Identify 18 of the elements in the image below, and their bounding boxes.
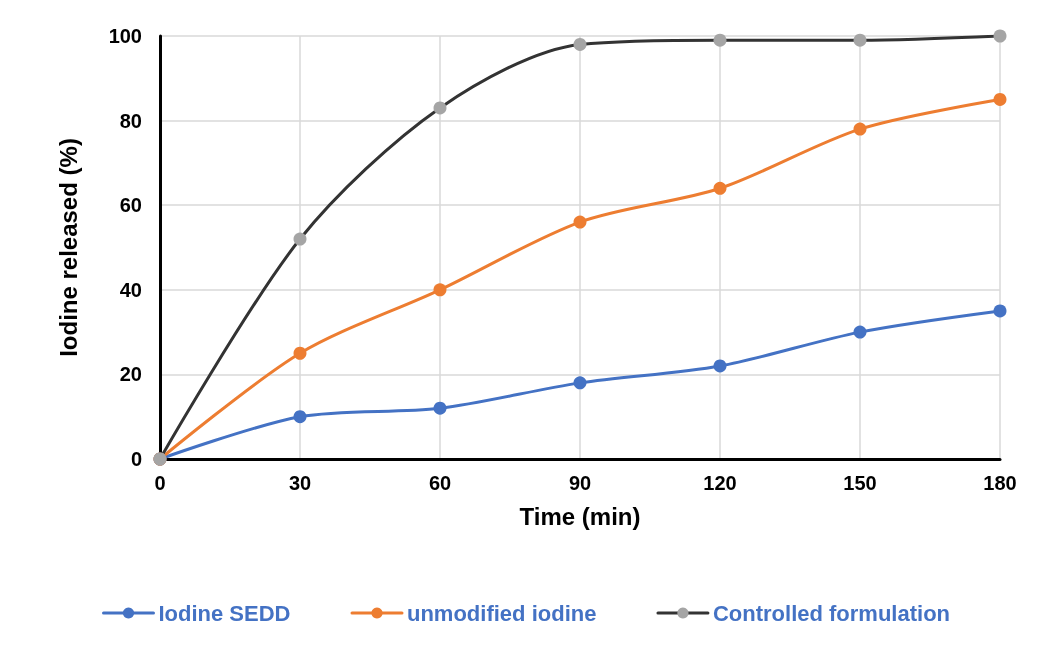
y-tick-label: 0 [130, 448, 142, 470]
legend-label: unmodified iodine [407, 600, 597, 626]
y-tick-label: 100 [108, 25, 142, 47]
x-tick-label: 90 [568, 472, 592, 494]
y-tick-label: 60 [119, 194, 142, 217]
x-tick-label: 0 [154, 472, 166, 494]
x-axis-title: Time (min) [519, 502, 641, 530]
y-tick-label: 40 [119, 278, 142, 301]
legend-label: Iodine SEDD [158, 600, 291, 626]
x-tick-label: 180 [983, 472, 1017, 494]
x-tick-label: 30 [288, 472, 312, 494]
y-tick-label: 80 [119, 109, 142, 132]
x-tick-label: 120 [703, 472, 737, 494]
x-tick-label: 60 [428, 472, 452, 494]
y-axis-title: Iodine released (%) [54, 138, 82, 357]
x-tick-label: 150 [843, 472, 877, 494]
legend-label: Controlled formulation [712, 600, 951, 626]
y-tick-label: 20 [119, 363, 142, 386]
